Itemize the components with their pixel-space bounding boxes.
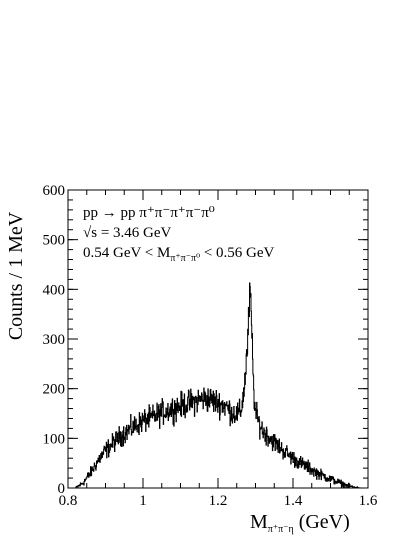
- y-tick-label: 100: [43, 431, 66, 447]
- y-tick-label: 300: [43, 332, 66, 348]
- x-axis-title-main: M: [250, 511, 268, 533]
- annotation-mass-cut-pre: 0.54 GeV < M: [83, 245, 170, 261]
- annotation-reaction-arrow: →: [102, 205, 117, 221]
- histogram-line: [68, 282, 368, 489]
- annotation-reaction-lhs: pp: [83, 205, 98, 221]
- y-axis-title: Counts / 1 MeV: [5, 211, 27, 340]
- y-axis-ticks: 0 100 200 300 400 500 600: [43, 183, 368, 497]
- annotation-mass-cut-sub: π⁺π⁻π⁰: [170, 253, 200, 264]
- x-axis-title: Mπ⁺π⁻η (GeV): [250, 511, 350, 535]
- annotation-mass-cut-post: < 0.56 GeV: [200, 245, 274, 261]
- annotation-energy-value: = 3.46 GeV: [97, 225, 171, 241]
- x-axis-ticks: 0.8 1 1.2 1.4 1.6: [59, 190, 378, 509]
- annotation-mass-cut: 0.54 GeV < Mπ⁺π⁻π⁰ < 0.56 GeV: [83, 245, 275, 264]
- x-tick-label: 1.6: [359, 493, 378, 509]
- x-tick-label: 0.8: [59, 493, 78, 509]
- y-tick-label: 500: [43, 233, 66, 249]
- x-tick-label: 1: [139, 493, 147, 509]
- x-axis-title-unit: (GeV): [299, 511, 350, 533]
- annotation-energy-root: √s: [83, 225, 97, 241]
- y-tick-label: 400: [43, 282, 66, 298]
- annotation-energy: √s = 3.46 GeV: [83, 225, 172, 241]
- y-tick-label: 200: [43, 382, 66, 398]
- x-tick-label: 1.2: [209, 493, 228, 509]
- annotation-reaction-rhs: pp π⁺π⁻π⁺π⁻π⁰: [121, 205, 215, 221]
- annotation-reaction: pp → pp π⁺π⁻π⁺π⁻π⁰: [83, 205, 215, 221]
- x-axis-title-subscript: π⁺π⁻η: [268, 524, 294, 535]
- y-tick-label: 600: [43, 183, 66, 199]
- x-tick-label: 1.4: [284, 493, 303, 509]
- y-tick-label: 0: [58, 481, 66, 497]
